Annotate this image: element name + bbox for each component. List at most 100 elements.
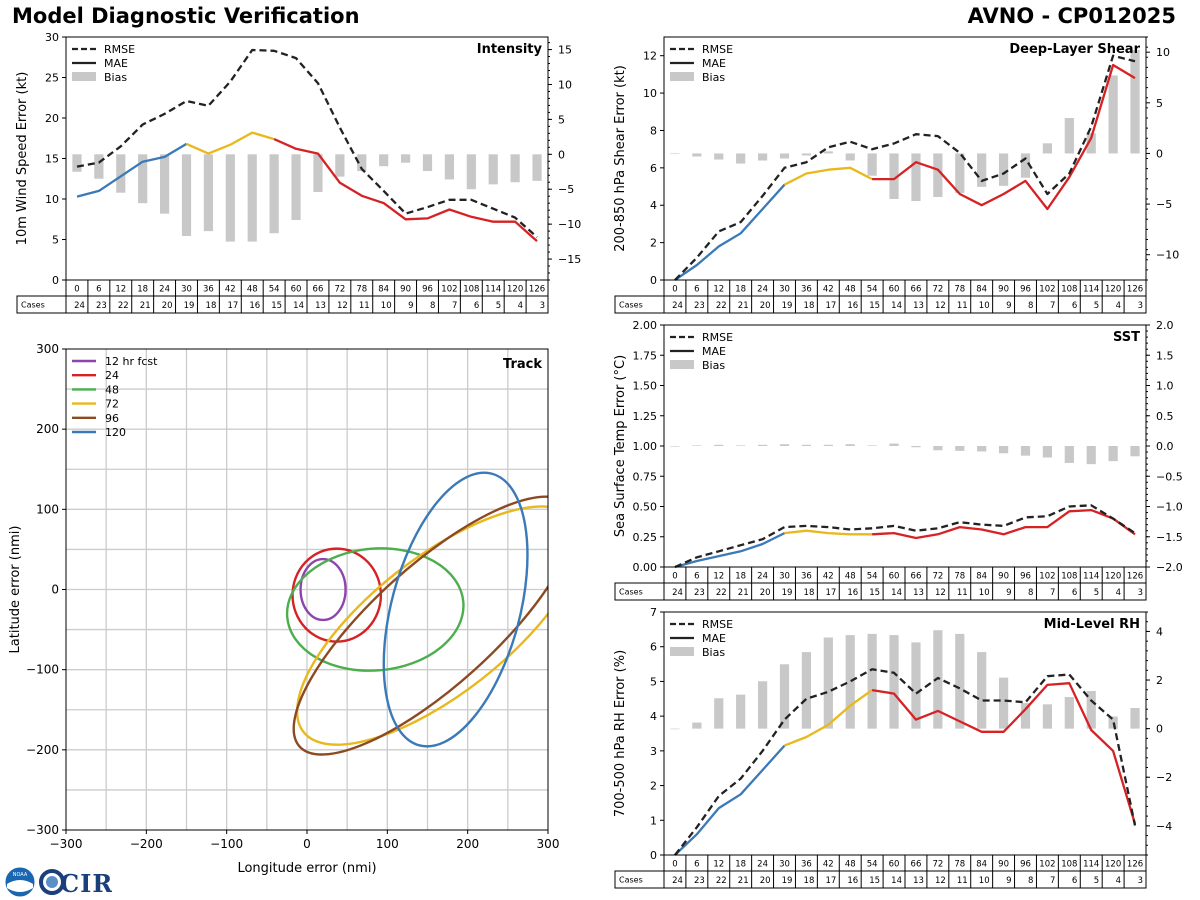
lead-time-label: 36: [801, 285, 812, 295]
bias-bar: [1064, 118, 1074, 154]
lead-time-label: 66: [313, 285, 324, 295]
cases-count: 4: [1116, 876, 1121, 886]
cases-count: 17: [227, 301, 238, 311]
y2-tick-label: 10: [558, 78, 572, 91]
bias-bar: [889, 153, 899, 199]
lead-time-label: 30: [779, 572, 790, 582]
legend-bias-swatch: [72, 72, 96, 81]
cases-count: 12: [337, 301, 348, 311]
y2-tick-label: −2.0: [1156, 561, 1183, 574]
y2-tick-label: 0: [1156, 147, 1163, 160]
legend-rmse-label: RMSE: [702, 618, 733, 631]
lead-time-label: 48: [247, 285, 258, 295]
cases-count: 14: [891, 588, 902, 598]
bias-bar: [823, 637, 833, 729]
cases-label: Cases: [21, 301, 45, 310]
legend-label: 24: [105, 369, 119, 382]
lead-time-label: 126: [1127, 860, 1143, 870]
y-tick-label: 6: [650, 641, 657, 654]
legend-label: 120: [105, 426, 126, 439]
cases-count: 19: [782, 301, 793, 311]
bias-bar: [1042, 143, 1053, 154]
cases-count: 4: [518, 301, 523, 311]
legend-mae-label: MAE: [104, 57, 128, 70]
lead-time-label: 54: [867, 860, 878, 870]
mae-line-segment: [674, 532, 786, 569]
cases-count: 6: [1072, 876, 1077, 886]
y-tick-label: 15: [45, 153, 59, 166]
cases-count: 12: [935, 588, 946, 598]
bias-bar: [1086, 133, 1096, 154]
lead-time-label: 60: [889, 285, 900, 295]
track-ellipses: [285, 471, 548, 756]
cases-count: 13: [913, 876, 924, 886]
x-tick-label: 200: [456, 837, 479, 851]
lead-time-label: 18: [735, 285, 746, 295]
legend-label: 12 hr fcst: [105, 355, 158, 368]
lead-time-label: 66: [911, 285, 922, 295]
bias-bar: [955, 153, 965, 193]
lead-time-label: 30: [181, 285, 192, 295]
y2-tick-label: 1.0: [1156, 380, 1174, 393]
y-tick-label: 4: [650, 710, 657, 723]
cases-count: 7: [1050, 301, 1055, 311]
cases-count: 8: [1028, 588, 1033, 598]
y-tick-label: 8: [650, 124, 657, 137]
bias-bar: [1020, 446, 1031, 456]
y2-tick-label: −15: [558, 253, 581, 266]
track-ellipse: [295, 505, 548, 746]
cases-count: 19: [184, 301, 195, 311]
cases-count: 20: [760, 876, 771, 886]
lead-time-label: 0: [672, 860, 677, 870]
cases-count: 7: [452, 301, 457, 311]
lead-time-label: 90: [998, 572, 1009, 582]
bias-bar: [867, 445, 877, 446]
legend-bias-swatch: [670, 72, 694, 81]
cases-count: 23: [694, 301, 705, 311]
cases-count: 20: [760, 588, 771, 598]
cases-count: 5: [496, 301, 501, 311]
lead-time-label: 6: [694, 860, 699, 870]
y2-tick-label: −10: [558, 218, 581, 231]
cases-count: 6: [1072, 301, 1077, 311]
y-tick-label: 5: [650, 675, 657, 688]
y-axis-label: 10m Wind Speed Error (kt): [15, 72, 30, 246]
chart-title: Track: [503, 357, 542, 372]
lead-time-label: 90: [998, 285, 1009, 295]
y2-tick-label: 4: [1156, 625, 1163, 638]
mae-line-segment: [872, 63, 1136, 211]
cases-count: 3: [540, 301, 545, 311]
bias-bar: [955, 446, 965, 451]
chart-title: Mid-Level RH: [1044, 617, 1140, 632]
rmse-line: [76, 48, 538, 238]
cases-count: 10: [979, 588, 990, 598]
cases-count: 21: [140, 301, 151, 311]
cases-count: 23: [694, 876, 705, 886]
bias-bar: [269, 154, 279, 234]
bias-bar: [1086, 446, 1096, 465]
lead-time-label: 42: [225, 285, 236, 295]
y-tick-label: 1.00: [633, 440, 658, 453]
x-tick-label: −200: [130, 837, 163, 851]
cases-count: 3: [1138, 588, 1143, 598]
bias-bar: [670, 153, 680, 155]
bias-bar: [757, 153, 768, 161]
cases-count: 17: [825, 876, 836, 886]
legend-bias-swatch: [670, 647, 694, 656]
cases-count: 19: [782, 588, 793, 598]
bias-bar: [889, 443, 899, 446]
cases-count: 9: [1006, 301, 1011, 311]
cases-count: 9: [1006, 588, 1011, 598]
track-ellipse: [382, 471, 529, 748]
lead-time-label: 114: [1083, 285, 1099, 295]
track-ellipse: [292, 495, 548, 756]
cases-table: Cases02462312221821242030193618421748165…: [614, 854, 1147, 889]
lead-time-label: 78: [954, 860, 965, 870]
bias-bar: [1108, 75, 1118, 154]
lead-time-label: 30: [779, 860, 790, 870]
y2-tick-label: 10: [1156, 46, 1170, 59]
y-tick-label: 0: [51, 583, 59, 597]
rmse-line: [674, 504, 1136, 569]
